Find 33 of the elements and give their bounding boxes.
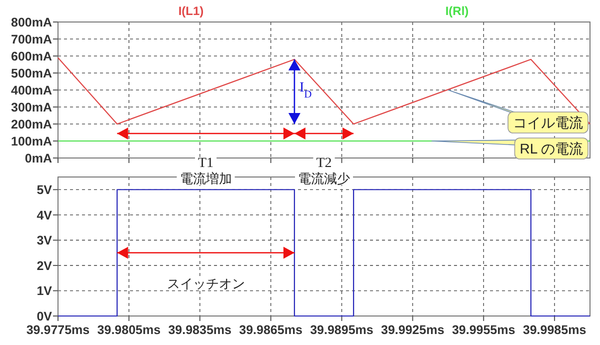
annotation: コイル電流	[513, 114, 583, 130]
annotation: スイッチオン	[166, 276, 245, 291]
y-tick-label: 300mA	[11, 100, 52, 114]
y-tick-label: 5V	[36, 183, 53, 198]
x-tick-label: 39.9865ms	[239, 323, 302, 337]
y-tick-label: 2V	[36, 258, 53, 273]
y-tick-label: 600mA	[11, 50, 52, 64]
x-tick-label: 39.9955ms	[452, 323, 516, 337]
x-tick-label: 39.9985ms	[522, 323, 586, 337]
annotation: T1	[198, 156, 214, 171]
y-tick-label: 4V	[36, 208, 53, 222]
x-tick-label: 39.9895ms	[310, 323, 374, 337]
text: I(Rl)	[445, 4, 469, 18]
x-tick-label: 39.9835ms	[168, 323, 232, 337]
annotation: I$_{D}$	[299, 80, 312, 100]
y-tick-label: 700mA	[11, 32, 52, 46]
annotation: 電流減少	[298, 171, 350, 186]
y-tick-label: 200mA	[11, 118, 52, 132]
y-tick-label: 100mA	[11, 134, 52, 148]
y-tick-label: 0mA	[24, 152, 52, 166]
x-tick-label: 39.9775ms	[26, 323, 90, 337]
x-tick-label: 39.9805ms	[97, 323, 161, 337]
y-tick-label: 500mA	[11, 66, 52, 80]
annotation: RL の電流	[520, 140, 583, 156]
y-tick-label: 0V	[36, 310, 53, 324]
annotation: 電流増加	[180, 171, 232, 186]
x-tick-label: 39.9925ms	[381, 323, 444, 337]
y-tick-label: 3V	[36, 234, 53, 248]
annotation: T2	[316, 156, 332, 171]
y-tick-label: 400mA	[11, 84, 52, 98]
y-tick-label: 1V	[36, 284, 53, 298]
y-tick-label: 800mA	[11, 16, 52, 30]
text: I(L1)	[178, 4, 204, 18]
